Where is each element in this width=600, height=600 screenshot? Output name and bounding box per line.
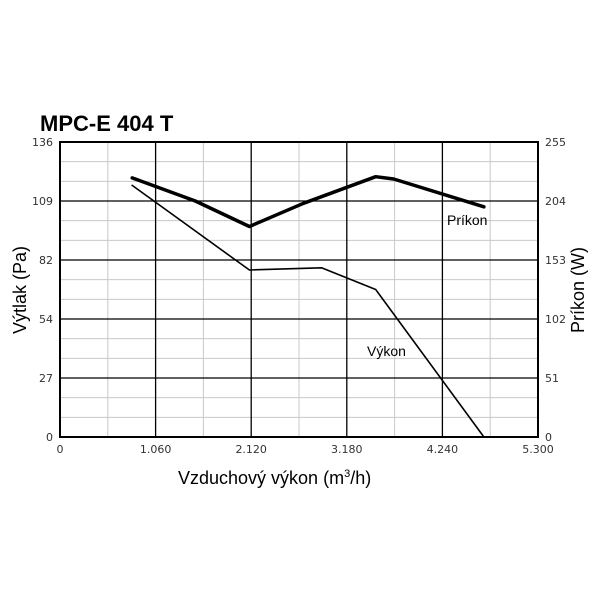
- plot-frame: [59, 141, 539, 438]
- tick-labels: 0 1.060 2.120 3.180 4.240 5.30002754821091360…: [32, 136, 566, 456]
- x-tick-label: 1.060: [140, 443, 172, 456]
- series-lines: [130, 174, 486, 438]
- y-right-tick-label: 51: [545, 372, 559, 385]
- x-tick-label: 0: [57, 443, 64, 456]
- y-left-tick-label: 54: [39, 313, 53, 326]
- y-left-tick-label: 27: [39, 372, 53, 385]
- chart-title: MPC-E 404 T: [40, 111, 174, 136]
- y-left-tick-label: 82: [39, 254, 53, 267]
- major-grid: [60, 142, 538, 437]
- x-tick-label: 2.120: [235, 443, 267, 456]
- x-tick-label: 3.180: [331, 443, 363, 456]
- y-left-tick-label: 109: [32, 195, 53, 208]
- minor-grid: [60, 142, 538, 437]
- series-label-prikon: Príkon: [447, 212, 487, 228]
- y-right-tick-label: 0: [545, 431, 552, 444]
- series-line-vykon: [131, 184, 485, 438]
- y-right-tick-label: 255: [545, 136, 566, 149]
- y-right-tick-label: 153: [545, 254, 566, 267]
- y-left-tick-label: 136: [32, 136, 53, 149]
- x-axis-title: Vzduchový výkon (m3/h): [178, 468, 371, 488]
- x-tick-label: 5.300: [522, 443, 554, 456]
- y-left-axis-title: Výtlak (Pa): [10, 246, 30, 334]
- y-right-tick-label: 204: [545, 195, 566, 208]
- series-label-vykon: Výkon: [367, 343, 406, 359]
- y-right-axis-title: Príkon (W): [568, 247, 588, 333]
- y-right-tick-label: 102: [545, 313, 566, 326]
- y-left-tick-label: 0: [46, 431, 53, 444]
- x-tick-label: 4.240: [427, 443, 459, 456]
- series-line-prikon: [130, 174, 486, 229]
